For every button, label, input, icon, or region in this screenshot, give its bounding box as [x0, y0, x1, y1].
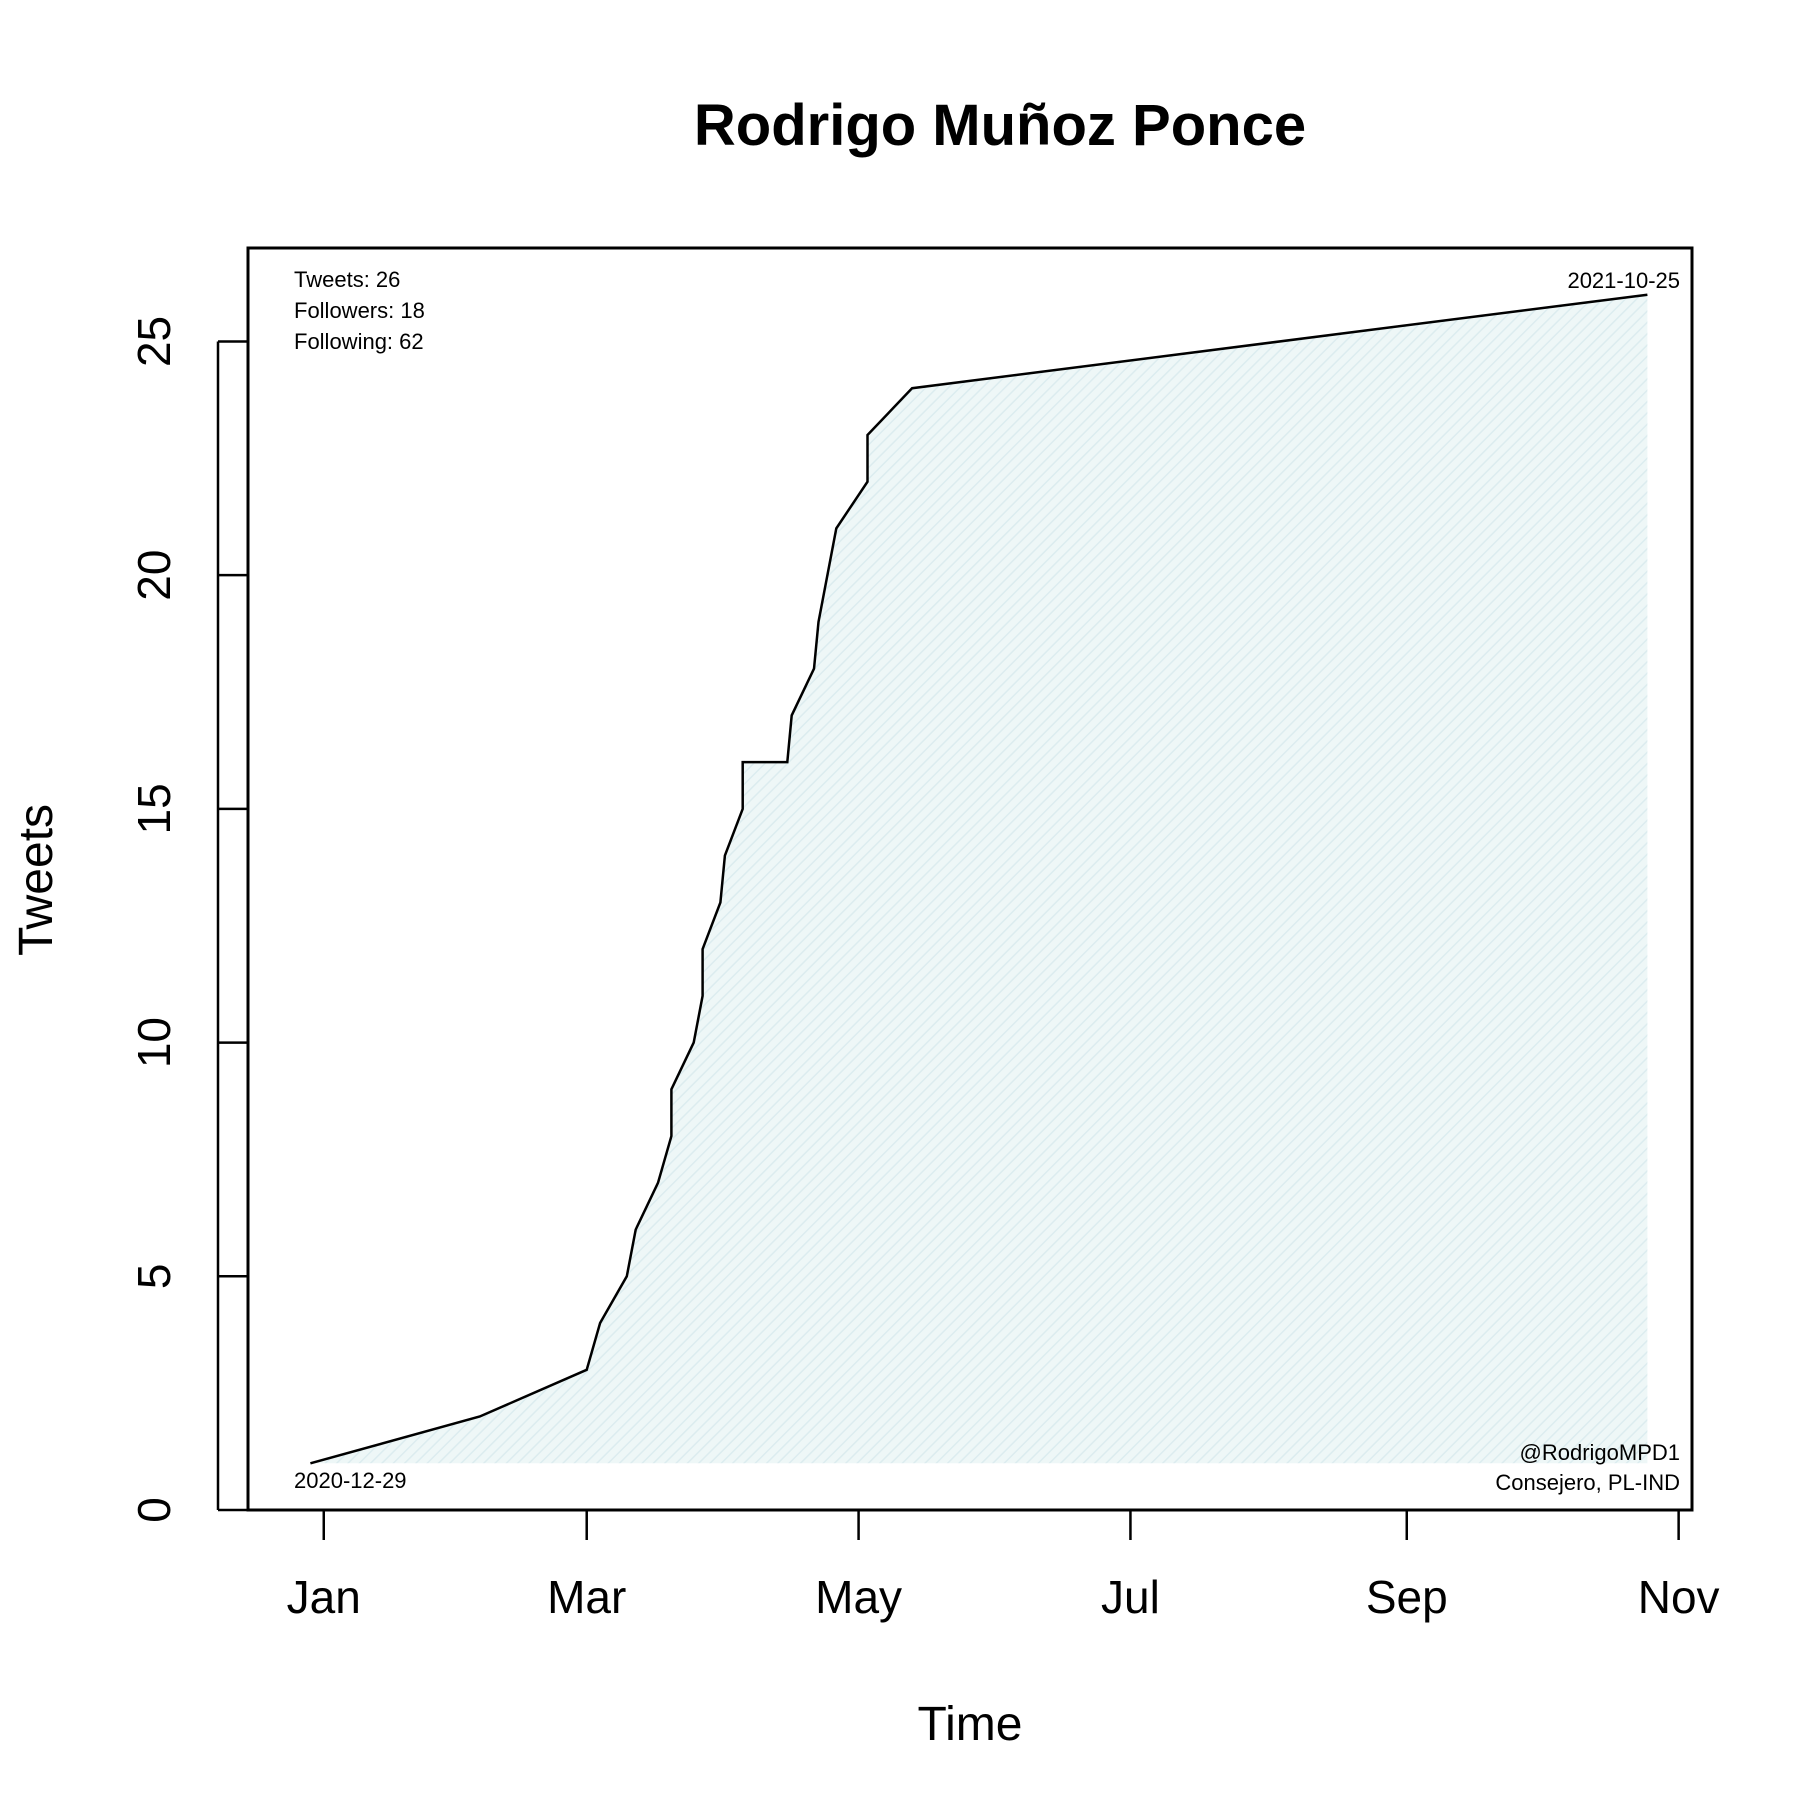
area-fill [310, 294, 1648, 1464]
x-tick-label: Jul [1101, 1571, 1160, 1623]
chart-title: Rodrigo Muñoz Ponce [694, 93, 1306, 158]
y-tick-label: 5 [128, 1263, 180, 1289]
start-date-label: 2020-12-29 [294, 1468, 407, 1493]
stat-following: Following: 62 [294, 329, 424, 354]
end-date-label: 2021-10-25 [1567, 268, 1680, 293]
handle-label: @RodrigoMPD1 [1520, 1440, 1681, 1465]
stats-annotation: Tweets: 26 Followers: 18 Following: 62 [294, 267, 425, 354]
x-tick-label: May [815, 1571, 902, 1623]
x-tick-label: Mar [547, 1571, 626, 1623]
y-axis-label: Tweets [10, 804, 63, 956]
y-axis: 0 5 10 15 20 25 [128, 316, 248, 1523]
y-tick-label: 10 [128, 1017, 180, 1068]
description-label: Consejero, PL-IND [1495, 1470, 1680, 1495]
x-axis: Jan Mar May Jul Sep Nov [287, 1508, 1720, 1623]
x-tick-label: Nov [1638, 1571, 1720, 1623]
stat-tweets: Tweets: 26 [294, 267, 400, 292]
x-tick-label: Sep [1366, 1571, 1448, 1623]
y-tick-label: 25 [128, 316, 180, 367]
x-axis-label: Time [918, 1698, 1023, 1751]
y-tick-label: 15 [128, 783, 180, 834]
stat-followers: Followers: 18 [294, 298, 425, 323]
series-line [310, 293, 1648, 1465]
y-tick-label: 0 [128, 1497, 180, 1523]
x-tick-label: Jan [287, 1571, 361, 1623]
plot-area [246, 246, 1694, 1512]
y-tick-label: 20 [128, 550, 180, 601]
